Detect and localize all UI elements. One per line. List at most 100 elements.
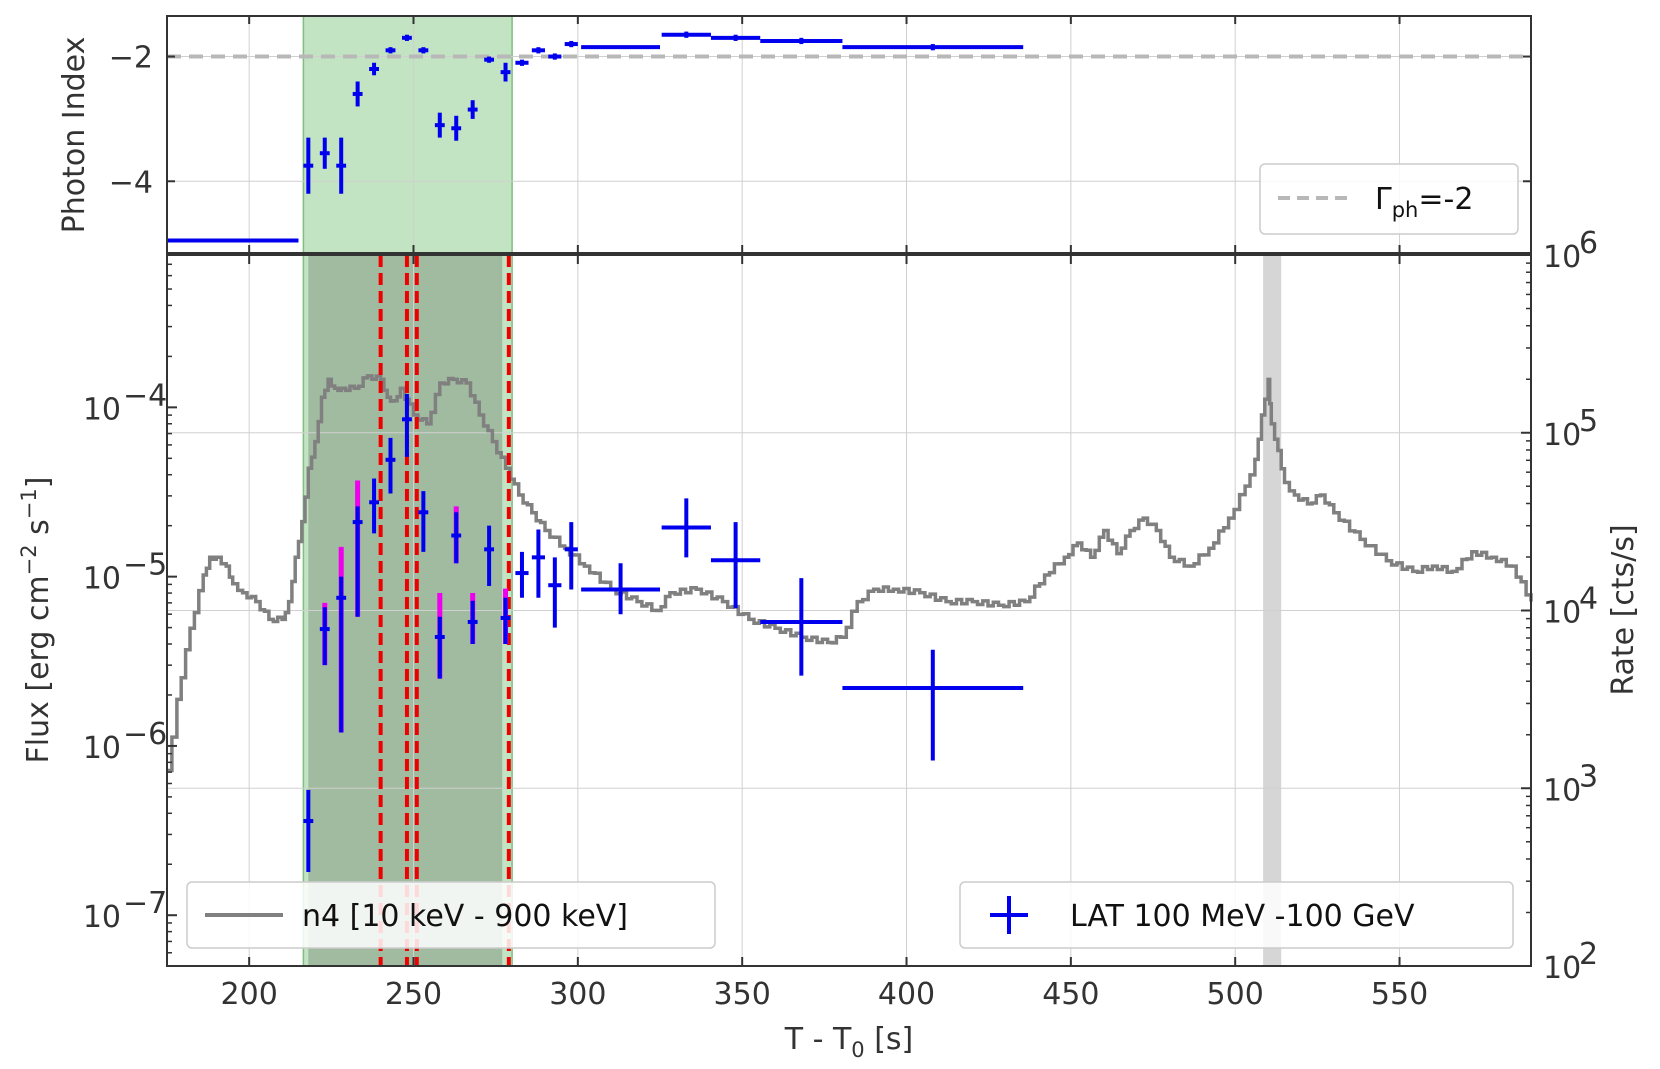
xtick-label: 300	[549, 977, 606, 1012]
photon-index-point	[451, 115, 462, 141]
x-axis-label-main: T - T	[784, 1022, 852, 1057]
lat-flux-point	[564, 522, 578, 590]
x-axis-label-sub: 0	[851, 1038, 864, 1062]
lat-flux-point	[451, 506, 462, 564]
lat-flux-point	[385, 437, 396, 494]
lat-flux-point	[303, 789, 314, 873]
reference-line-legend-label: Γph=-2	[1375, 182, 1473, 222]
photon-index-point	[484, 56, 495, 63]
x-axis-label: T - T0 [s]	[784, 1022, 914, 1062]
left-ytick-label: 10	[83, 731, 121, 766]
lat-flux-point	[548, 557, 562, 628]
photon-index-point	[564, 40, 578, 48]
xtick-label: 450	[1042, 977, 1099, 1012]
photon-index-point	[760, 37, 843, 45]
xtick-label: 200	[221, 977, 278, 1012]
top-y-ticks: −2 −4	[109, 16, 1531, 253]
rate-legend-box	[186, 881, 716, 949]
lat-flux-point	[661, 498, 711, 558]
photon-index-point	[531, 47, 545, 54]
left-ytick-exponent: −7	[123, 886, 167, 921]
photon-index-point	[402, 34, 412, 41]
lat-legend-label: LAT 100 MeV -100 GeV	[1070, 899, 1415, 934]
lat-flux-point	[336, 546, 347, 733]
photon-index-point	[710, 34, 761, 41]
xtick-label: 250	[385, 977, 442, 1012]
lat-flux-point	[531, 529, 545, 598]
right-ytick-label: 10	[1543, 596, 1581, 631]
lat-flux-point	[369, 478, 379, 534]
x-ticks: 200 250 300 350 400 450 500 550	[221, 255, 1428, 1012]
lat-flux-point	[352, 480, 363, 617]
lat-flux-point	[710, 522, 761, 609]
left-y-ticks: 10−410−510−610−7	[83, 263, 177, 954]
right-ytick-exponent: 6	[1579, 226, 1598, 261]
photon-index-point	[548, 53, 562, 60]
photon-index-point	[303, 137, 314, 194]
photon-index-point	[434, 112, 445, 138]
photon-index-point	[319, 137, 330, 169]
right-ytick-label: 10	[1543, 773, 1581, 808]
lat-flux-point	[500, 588, 511, 645]
left-ytick-label: 10	[83, 562, 121, 597]
left-ytick-label: 10	[83, 900, 121, 935]
photon-index-point	[661, 31, 711, 38]
lat-flux-point	[760, 578, 843, 676]
legend-subscript: ph	[1392, 198, 1419, 222]
lat-legend: LAT 100 MeV -100 GeV	[959, 881, 1514, 949]
photon-index-point	[842, 44, 1024, 51]
rate-legend: n4 [10 keV - 900 keV]	[186, 881, 716, 949]
rate-axis-label: Rate [cts/s]	[1606, 524, 1641, 695]
lat-flux-series	[303, 393, 1024, 873]
bottom-plot-frame	[166, 254, 1532, 967]
lat-flux-point	[515, 551, 529, 598]
lat-flux-point	[402, 393, 412, 457]
right-ytick-exponent: 4	[1579, 582, 1598, 617]
photon-index-series	[167, 31, 1024, 243]
lat-flux-point	[484, 525, 495, 587]
photon-index-panel: −2 −4 Photon Index Γph=-2	[57, 15, 1532, 254]
lat-flux-point	[319, 602, 330, 666]
flux-label-end: ]	[21, 477, 56, 489]
rate-curve-layer	[167, 374, 1533, 773]
photon-index-point	[369, 62, 379, 76]
legend-suffix: =-2	[1418, 182, 1473, 217]
rate-curve-n4	[167, 374, 1533, 773]
photon-index-legend: Γph=-2	[1259, 163, 1519, 235]
xtick-label: 400	[878, 977, 935, 1012]
red-dashed-lines	[378, 255, 511, 966]
top-green-band	[302, 15, 513, 254]
flux-label-mid: s	[21, 519, 56, 544]
photon-index-point	[385, 47, 396, 54]
flux-label-sup1: −2	[17, 544, 41, 575]
flux-label-main: Flux [erg cm	[21, 575, 56, 763]
legend-box	[1259, 163, 1519, 235]
top-shaded-intervals	[302, 15, 513, 254]
photon-index-point	[515, 59, 529, 66]
left-ytick-exponent: −4	[123, 378, 167, 413]
photon-index-point	[336, 137, 347, 194]
lat-flux-point	[434, 593, 445, 679]
top-ytick-label: −2	[109, 41, 153, 76]
right-ytick-exponent: 5	[1579, 404, 1598, 439]
photon-index-point	[352, 81, 363, 107]
left-ytick-label: 10	[83, 392, 121, 427]
xtick-label: 500	[1207, 977, 1264, 1012]
right-ytick-label: 10	[1543, 951, 1581, 986]
flux-axis-label: Flux [erg cm−2 s−1]	[17, 477, 56, 764]
right-ytick-label: 10	[1543, 240, 1581, 275]
photon-index-point	[467, 100, 478, 119]
photon-index-point	[500, 62, 511, 82]
lat-flux-point	[581, 563, 661, 615]
flux-panel: 200 250 300 350 400 450 500 550 10−410−510 −610−…	[17, 226, 1641, 1062]
lat-flux-point	[842, 649, 1024, 761]
photon-index-axis-label: Photon Index	[57, 37, 92, 234]
flux-label-sup2: −1	[17, 488, 41, 519]
top-plot-frame	[166, 15, 1532, 254]
lat-legend-box	[959, 881, 1514, 949]
x-axis-label-suffix: [s]	[865, 1022, 914, 1057]
right-ytick-exponent: 2	[1579, 937, 1598, 972]
xtick-label: 550	[1371, 977, 1428, 1012]
right-ytick-label: 10	[1543, 418, 1581, 453]
